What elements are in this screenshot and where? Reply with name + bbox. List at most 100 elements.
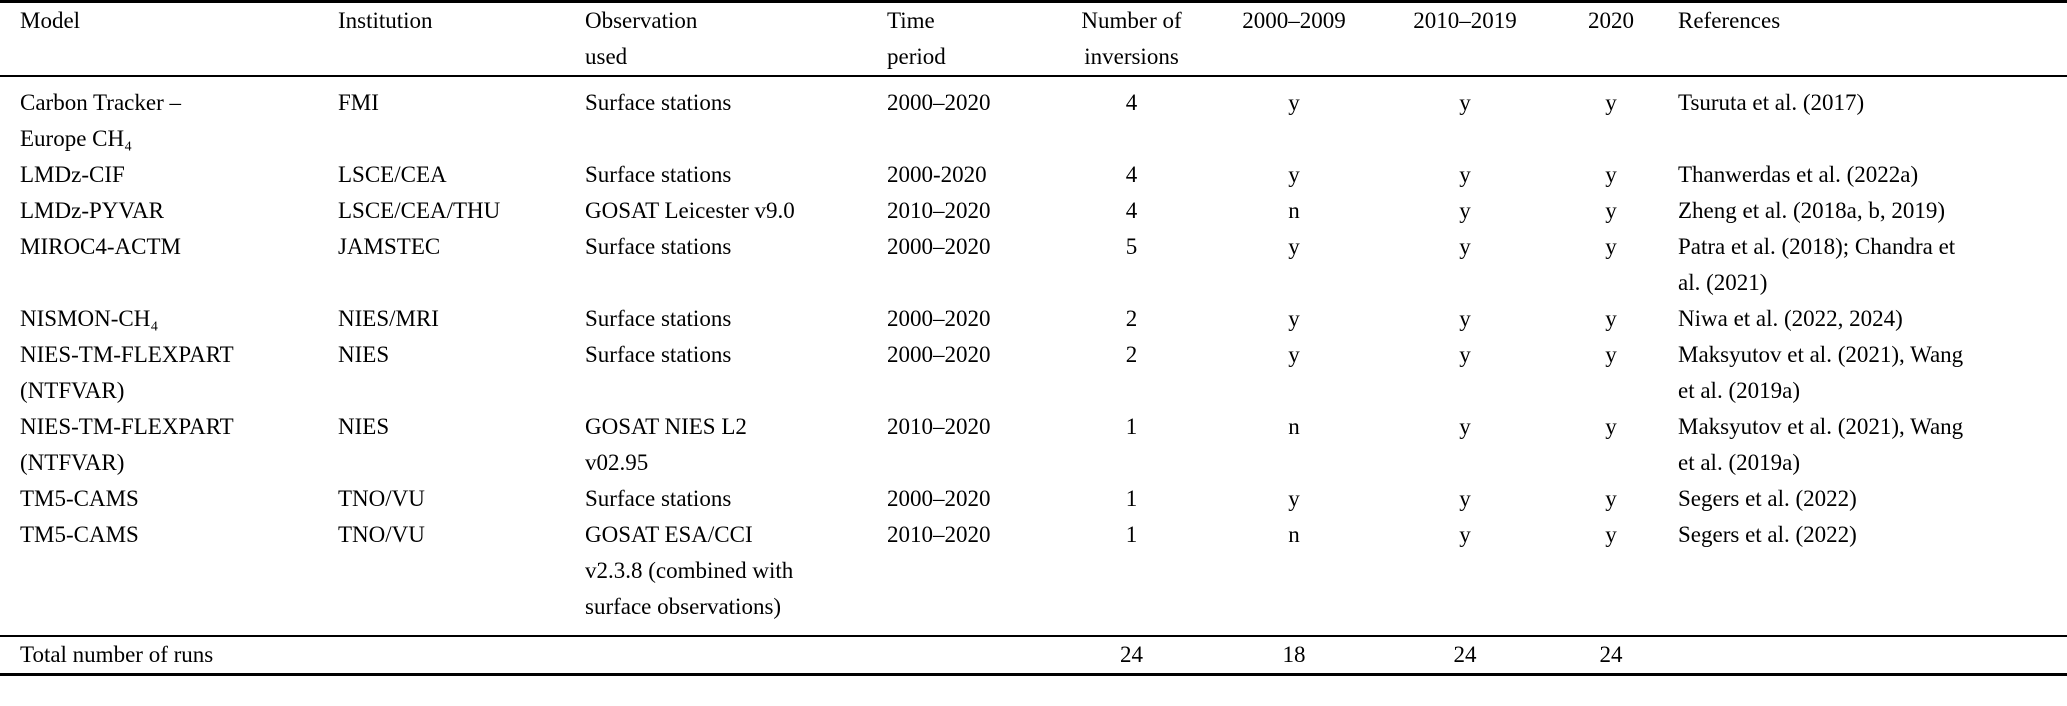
cell-inversions: 4 [1125, 90, 1138, 115]
totals-label: Total number of runs [0, 635, 320, 676]
cell-time-period: 2000–2020 [887, 90, 991, 115]
cell-observation: GOSAT NIES L2 v02.95 [585, 414, 747, 475]
cell-2010-2019: y [1459, 414, 1471, 439]
cell-references: Maksyutov et al. (2021), Wang et al. (20… [1678, 414, 1964, 475]
cell-inversions: 4 [1125, 162, 1138, 187]
totals-empty-references [1671, 635, 2067, 676]
cell-2020: y [1605, 522, 1617, 547]
cell-model: NIES-TM-FLEXPART (NTFVAR) [20, 342, 234, 403]
cell-time-period: 2000–2020 [887, 342, 991, 367]
cell-time-period: 2010–2020 [887, 414, 991, 439]
totals-empty-observation [567, 635, 869, 676]
cell-2000-2009: y [1288, 162, 1300, 187]
cell-2020: y [1605, 234, 1617, 259]
cell-observation: Surface stations [585, 162, 732, 187]
cell-inversions: 1 [1125, 414, 1138, 439]
cell-2010-2019: y [1459, 522, 1471, 547]
totals-2010-2019: 24 [1379, 635, 1551, 676]
col-header-model: Model [0, 0, 320, 77]
cell-inversions: 2 [1125, 306, 1138, 331]
cell-institution: TNO/VU [338, 486, 425, 511]
cell-2020: y [1605, 486, 1617, 511]
col-header-2010-2019: 2010–2019 [1379, 0, 1551, 77]
cell-time-period: 2000–2020 [887, 306, 991, 331]
cell-time-period: 2000–2020 [887, 486, 991, 511]
table-row: Carbon Tracker – Europe CH₄ FMI Surface … [0, 76, 2067, 157]
header-row: Model Institution Observation used Time … [0, 0, 2067, 77]
cell-institution: NIES [338, 342, 390, 367]
col-header-time-period: Time period [869, 0, 1054, 77]
cell-institution: NIES [338, 414, 390, 439]
table-row: NIES-TM-FLEXPART (NTFVAR) NIES Surface s… [0, 337, 2067, 409]
table-row: LMDz-PYVAR LSCE/CEA/THU GOSAT Leicester … [0, 193, 2067, 229]
cell-references: Tsuruta et al. (2017) [1678, 90, 1865, 115]
col-header-number-of-inversions: Number of inversions [1054, 0, 1209, 77]
table-row: LMDz-CIF LSCE/CEA Surface stations 2000-… [0, 157, 2067, 193]
totals-inversions: 24 [1054, 635, 1209, 676]
cell-2010-2019: y [1459, 198, 1471, 223]
cell-observation: GOSAT ESA/CCI v2.3.8 (combined with surf… [585, 522, 794, 619]
cell-references: Segers et al. (2022) [1678, 522, 1857, 547]
cell-references: Segers et al. (2022) [1678, 486, 1857, 511]
cell-2010-2019: y [1459, 342, 1471, 367]
cell-time-period: 2000–2020 [887, 234, 991, 259]
totals-empty-time-period [869, 635, 1054, 676]
cell-institution: LSCE/CEA/THU [338, 198, 501, 223]
cell-references: Thanwerdas et al. (2022a) [1678, 162, 1919, 187]
cell-2020: y [1605, 342, 1617, 367]
cell-2000-2009: y [1288, 306, 1300, 331]
cell-time-period: 2010–2020 [887, 198, 991, 223]
cell-observation: Surface stations [585, 342, 732, 367]
cell-model: LMDz-PYVAR [20, 198, 164, 223]
col-header-observation-used: Observation used [567, 0, 869, 77]
cell-institution: NIES/MRI [338, 306, 439, 331]
cell-references: Niwa et al. (2022, 2024) [1678, 306, 1903, 331]
cell-model: Carbon Tracker – Europe CH₄ [20, 90, 181, 151]
cell-observation: GOSAT Leicester v9.0 [585, 198, 795, 223]
cell-model: LMDz-CIF [20, 162, 125, 187]
cell-inversions: 5 [1125, 234, 1138, 259]
cell-2010-2019: y [1459, 90, 1471, 115]
cell-observation: Surface stations [585, 234, 732, 259]
cell-references: Patra et al. (2018); Chandra et al. (202… [1678, 234, 1956, 295]
cell-2000-2009: n [1288, 522, 1300, 547]
cell-observation: Surface stations [585, 306, 732, 331]
cell-model: NISMON-CH₄ [20, 306, 159, 331]
cell-2020: y [1605, 198, 1617, 223]
cell-model: TM5-CAMS [20, 522, 139, 547]
cell-observation: Surface stations [585, 486, 732, 511]
cell-inversions: 1 [1125, 486, 1138, 511]
cell-2000-2009: y [1288, 486, 1300, 511]
cell-2010-2019: y [1459, 162, 1471, 187]
cell-references: Zheng et al. (2018a, b, 2019) [1678, 198, 1945, 223]
cell-institution: TNO/VU [338, 522, 425, 547]
table-row: NISMON-CH₄ NIES/MRI Surface stations 200… [0, 301, 2067, 337]
cell-model: MIROC4-ACTM [20, 234, 182, 259]
table-row: TM5-CAMS TNO/VU Surface stations 2000–20… [0, 481, 2067, 517]
table-row: NIES-TM-FLEXPART (NTFVAR) NIES GOSAT NIE… [0, 409, 2067, 481]
cell-model: NIES-TM-FLEXPART (NTFVAR) [20, 414, 234, 475]
cell-institution: JAMSTEC [338, 234, 441, 259]
totals-2020: 24 [1551, 635, 1671, 676]
cell-2000-2009: y [1288, 234, 1300, 259]
totals-2000-2009: 18 [1209, 635, 1379, 676]
cell-inversions: 1 [1125, 522, 1138, 547]
cell-model: TM5-CAMS [20, 486, 139, 511]
cell-2000-2009: y [1288, 90, 1300, 115]
totals-row: Total number of runs 24 18 24 24 [0, 635, 2067, 676]
cell-2010-2019: y [1459, 486, 1471, 511]
cell-2000-2009: y [1288, 342, 1300, 367]
cell-2010-2019: y [1459, 306, 1471, 331]
cell-inversions: 4 [1125, 198, 1138, 223]
col-header-2000-2009: 2000–2009 [1209, 0, 1379, 77]
cell-2000-2009: n [1288, 198, 1300, 223]
cell-2000-2009: n [1288, 414, 1300, 439]
cell-institution: LSCE/CEA [338, 162, 447, 187]
cell-2020: y [1605, 414, 1617, 439]
cell-inversions: 2 [1125, 342, 1138, 367]
cell-2020: y [1605, 90, 1617, 115]
table-row: MIROC4-ACTM JAMSTEC Surface stations 200… [0, 229, 2067, 301]
col-header-references: References [1671, 0, 2067, 77]
cell-observation: Surface stations [585, 90, 732, 115]
cell-2020: y [1605, 162, 1617, 187]
